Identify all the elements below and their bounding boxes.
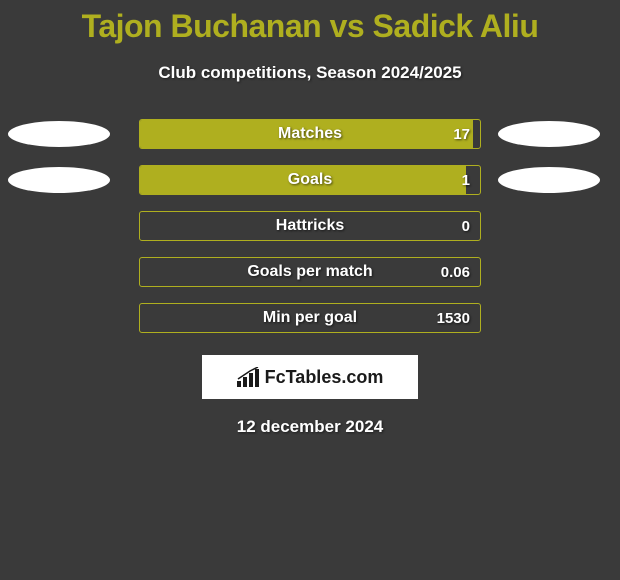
stat-label: Goals per match [247, 263, 372, 281]
stat-value: 1 [462, 172, 470, 189]
stat-bar: Goals per match 0.06 [139, 257, 481, 287]
stat-label: Hattricks [276, 217, 344, 235]
comparison-subtitle: Club competitions, Season 2024/2025 [0, 63, 620, 83]
source-logo-text: FcTables.com [265, 367, 384, 388]
player-left-marker [8, 121, 110, 147]
stat-label: Min per goal [263, 309, 357, 327]
stat-bar: Goals 1 [139, 165, 481, 195]
stat-value: 0 [462, 218, 470, 235]
barchart-icon [237, 367, 261, 387]
stat-label: Goals [288, 171, 332, 189]
source-logo-box: FcTables.com [202, 355, 418, 399]
stat-label: Matches [278, 125, 342, 143]
stat-value: 1530 [437, 310, 470, 327]
comparison-chart: Matches 17 Goals 1 Hattricks 0 Goals per match… [0, 111, 620, 341]
stat-row: Goals 1 [0, 157, 620, 203]
stat-row: Min per goal 1530 [0, 295, 620, 341]
stat-bar: Min per goal 1530 [139, 303, 481, 333]
source-logo: FcTables.com [237, 367, 384, 388]
stat-row: Hattricks 0 [0, 203, 620, 249]
stat-value: 17 [453, 126, 470, 143]
player-left-marker [8, 167, 110, 193]
stat-bar: Hattricks 0 [139, 211, 481, 241]
stat-row: Goals per match 0.06 [0, 249, 620, 295]
stat-bar: Matches 17 [139, 119, 481, 149]
comparison-title: Tajon Buchanan vs Sadick Aliu [0, 0, 620, 45]
comparison-date: 12 december 2024 [0, 417, 620, 437]
stat-value: 0.06 [441, 264, 470, 281]
player-right-marker [498, 121, 600, 147]
player-right-marker [498, 167, 600, 193]
stat-row: Matches 17 [0, 111, 620, 157]
